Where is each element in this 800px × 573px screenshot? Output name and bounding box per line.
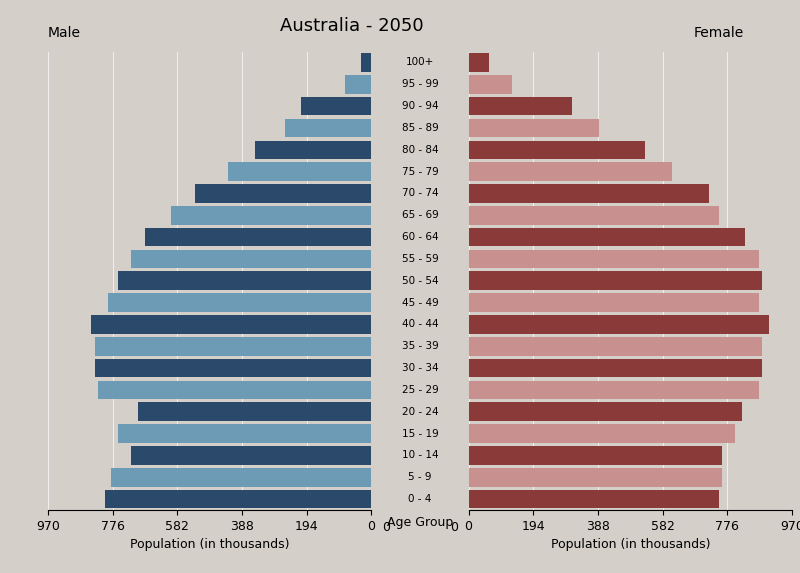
Bar — [108, 293, 371, 312]
Bar — [171, 206, 371, 225]
Text: 40 - 44: 40 - 44 — [402, 319, 438, 329]
Text: 35 - 39: 35 - 39 — [402, 342, 438, 351]
Bar — [469, 162, 672, 181]
Bar — [111, 468, 371, 486]
Bar — [118, 424, 371, 443]
Bar — [469, 446, 722, 465]
Bar — [145, 228, 371, 246]
Text: Australia - 2050: Australia - 2050 — [280, 17, 424, 35]
Bar — [469, 424, 735, 443]
Text: 50 - 54: 50 - 54 — [402, 276, 438, 286]
X-axis label: Population (in thousands): Population (in thousands) — [550, 538, 710, 551]
Text: Female: Female — [694, 26, 744, 40]
Bar — [469, 380, 758, 399]
Bar — [362, 53, 371, 72]
Bar — [469, 402, 742, 421]
Text: 65 - 69: 65 - 69 — [402, 210, 438, 220]
Bar — [194, 184, 371, 203]
Text: 5 - 9: 5 - 9 — [408, 472, 432, 482]
Text: 15 - 19: 15 - 19 — [402, 429, 438, 438]
Text: 45 - 49: 45 - 49 — [402, 297, 438, 308]
Text: 25 - 29: 25 - 29 — [402, 385, 438, 395]
Bar — [469, 75, 512, 93]
Bar — [469, 53, 489, 72]
Text: 0: 0 — [450, 521, 458, 535]
Bar — [469, 337, 762, 355]
Bar — [285, 119, 371, 138]
Bar — [91, 315, 371, 333]
X-axis label: Age Group: Age Group — [387, 516, 453, 528]
Bar — [138, 402, 371, 421]
Bar — [118, 272, 371, 290]
Bar — [469, 272, 762, 290]
Bar — [345, 75, 371, 93]
Bar — [469, 206, 718, 225]
Bar — [94, 359, 371, 378]
Bar — [131, 250, 371, 268]
Text: 55 - 59: 55 - 59 — [402, 254, 438, 264]
Bar — [469, 97, 572, 115]
Text: 80 - 84: 80 - 84 — [402, 145, 438, 155]
Bar — [254, 140, 371, 159]
Bar — [469, 250, 758, 268]
Text: 30 - 34: 30 - 34 — [402, 363, 438, 373]
Bar — [469, 490, 718, 508]
Text: 0 - 4: 0 - 4 — [408, 494, 432, 504]
Text: 90 - 94: 90 - 94 — [402, 101, 438, 111]
Bar — [469, 184, 709, 203]
Text: Male: Male — [48, 26, 81, 40]
Text: 95 - 99: 95 - 99 — [402, 79, 438, 89]
Bar — [228, 162, 371, 181]
Text: 60 - 64: 60 - 64 — [402, 232, 438, 242]
Bar — [469, 119, 598, 138]
Bar — [469, 468, 722, 486]
Text: 75 - 79: 75 - 79 — [402, 167, 438, 176]
Bar — [469, 359, 762, 378]
Bar — [302, 97, 371, 115]
Text: 20 - 24: 20 - 24 — [402, 407, 438, 417]
Bar — [469, 140, 646, 159]
Text: 85 - 89: 85 - 89 — [402, 123, 438, 133]
Text: 100+: 100+ — [406, 57, 434, 68]
X-axis label: Population (in thousands): Population (in thousands) — [130, 538, 290, 551]
Bar — [94, 337, 371, 355]
Text: 10 - 14: 10 - 14 — [402, 450, 438, 460]
Bar — [131, 446, 371, 465]
Bar — [469, 315, 769, 333]
Bar — [469, 293, 758, 312]
Text: 0: 0 — [382, 521, 390, 535]
Text: 70 - 74: 70 - 74 — [402, 189, 438, 198]
Bar — [469, 228, 746, 246]
Bar — [98, 380, 371, 399]
Bar — [105, 490, 371, 508]
